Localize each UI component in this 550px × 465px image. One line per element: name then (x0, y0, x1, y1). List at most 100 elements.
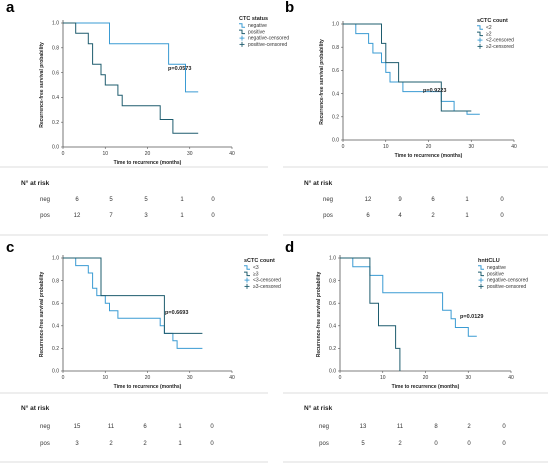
panel-label: d (285, 239, 294, 256)
risk-table-title: N° at risk (21, 179, 50, 187)
legend-title: sCTC count (477, 18, 508, 24)
legend-entry: negative (487, 265, 506, 271)
risk-cell: 8 (434, 424, 438, 430)
y-axis-label: Recurrence-free survival probability (39, 271, 45, 357)
x-tick-label: 30 (468, 144, 474, 150)
km-curve-second (343, 23, 472, 112)
risk-cell: 0 (502, 441, 506, 447)
risk-cell: 0 (434, 441, 438, 447)
x-tick-label: 0 (339, 375, 342, 381)
y-tick-label: 0.2 (52, 346, 59, 352)
x-tick-label: 20 (423, 375, 429, 381)
y-tick-label: 1.0 (52, 21, 59, 27)
risk-cell: 0 (211, 197, 215, 203)
y-tick-label: 0.6 (52, 70, 59, 76)
legend-line-swatch (239, 29, 245, 35)
y-axis-label: Recurrence-free survival probability (316, 271, 322, 357)
legend-entry: <3-censored (253, 278, 281, 284)
x-axis-label: Time to recurrence (months) (395, 153, 463, 159)
y-axis-label: Recurrence-free survival probability (319, 39, 325, 125)
km-curve-second (340, 257, 401, 371)
legend-line-swatch (244, 271, 250, 277)
p-value: p=0.9223 (423, 88, 446, 94)
x-tick-label: 20 (426, 144, 432, 150)
risk-row-label: neg (40, 424, 50, 430)
y-axis-label: Recurrence-free survival probability (39, 42, 45, 128)
x-tick-label: 10 (383, 144, 389, 150)
x-tick-label: 30 (465, 375, 471, 381)
risk-cell: 2 (467, 424, 471, 430)
km-curve-second (63, 22, 199, 134)
km-curve-second (63, 257, 203, 334)
legend-title: hnttCLU (478, 258, 500, 264)
risk-row-label: neg (319, 424, 329, 430)
legend-entry: negative-censored (487, 278, 528, 284)
risk-table-title: N° at risk (304, 404, 333, 412)
risk-cell: 6 (366, 213, 370, 219)
risk-cell: 2 (431, 213, 435, 219)
km-curve-first (63, 257, 203, 349)
y-tick-label: 0.4 (52, 95, 59, 101)
x-axis-label: Time to recurrence (months) (392, 384, 460, 390)
y-tick-label: 0.8 (332, 45, 339, 51)
km-curve-first (63, 22, 199, 93)
y-tick-label: 1.0 (52, 256, 59, 262)
legend-title: CTC status (239, 16, 268, 22)
x-tick-label: 0 (62, 375, 65, 381)
risk-cell: 2 (109, 441, 113, 447)
risk-cell: 11 (397, 424, 404, 430)
x-tick-label: 10 (102, 375, 108, 381)
legend-line-swatch (244, 265, 250, 270)
risk-cell: 0 (500, 197, 504, 203)
risk-cell: 4 (398, 213, 402, 219)
risk-table-title: N° at risk (21, 404, 50, 412)
y-tick-label: 0.0 (52, 145, 59, 151)
y-tick-label: 0.0 (332, 138, 339, 144)
legend-entry: ≥2 (486, 31, 492, 37)
risk-cell: 2 (398, 441, 402, 447)
x-tick-label: 20 (145, 151, 151, 157)
risk-cell: 6 (75, 197, 79, 203)
y-tick-label: 1.0 (329, 256, 336, 262)
panel-label: c (6, 239, 14, 256)
legend-entry: negative-censored (248, 36, 289, 42)
risk-table-title: N° at risk (304, 179, 333, 187)
legend-line-swatch (239, 23, 245, 28)
x-tick-label: 10 (102, 151, 108, 157)
y-tick-label: 0.4 (52, 324, 59, 330)
y-tick-label: 0.8 (52, 46, 59, 52)
x-tick-label: 0 (62, 151, 65, 157)
legend-entry: <3 (253, 265, 259, 271)
x-tick-label: 10 (380, 375, 386, 381)
risk-cell: 1 (180, 197, 184, 203)
legend-line-swatch (478, 265, 484, 270)
risk-cell: 13 (360, 424, 367, 430)
legend-line-swatch (478, 271, 484, 277)
x-tick-label: 40 (229, 375, 235, 381)
risk-row-label: pos (40, 213, 50, 219)
risk-cell: 0 (210, 441, 214, 447)
x-tick-label: 0 (342, 144, 345, 150)
y-tick-label: 0.8 (329, 278, 336, 284)
legend-entry: positive-censored (248, 42, 287, 48)
risk-cell: 1 (178, 424, 182, 430)
legend-entry: <2-censored (486, 38, 514, 44)
risk-row-label: neg (323, 197, 333, 203)
legend-entry: ≥3 (253, 271, 259, 277)
y-tick-label: 0.2 (332, 115, 339, 121)
risk-cell: 1 (465, 213, 469, 219)
y-tick-label: 0.0 (329, 369, 336, 375)
legend-entry: positive (248, 29, 265, 35)
risk-cell: 5 (144, 197, 148, 203)
risk-cell: 3 (144, 213, 148, 219)
risk-cell: 11 (108, 424, 115, 430)
risk-cell: 1 (180, 213, 184, 219)
risk-cell: 0 (500, 213, 504, 219)
y-tick-label: 0.4 (332, 91, 339, 97)
y-tick-label: 0.6 (329, 301, 336, 307)
x-tick-label: 40 (229, 151, 235, 157)
risk-cell: 12 (74, 213, 81, 219)
legend-entry: ≥3-censored (253, 284, 281, 290)
